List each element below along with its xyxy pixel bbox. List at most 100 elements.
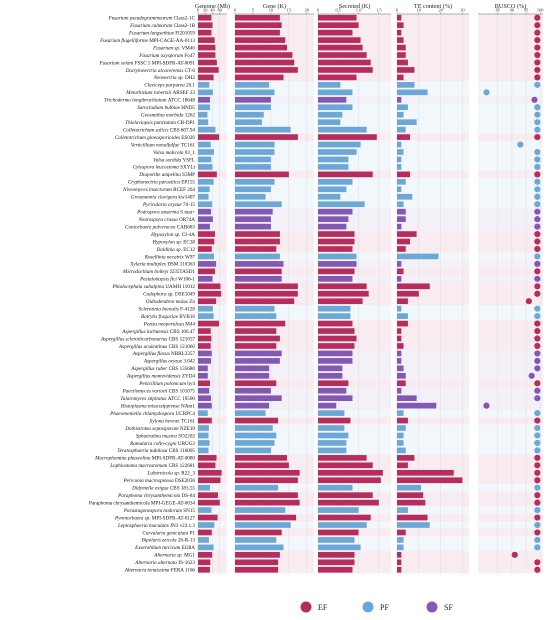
bar-ef [198,552,213,558]
tick-label: 0 [234,8,237,13]
species-epithet: sclerotiicarbonarius [125,336,168,342]
species-label: Talaromyces stipitatus ATCC 10500 [120,396,195,402]
species-genus: Leptosphaeria [117,523,149,529]
bar-sf [397,223,402,230]
row-band [318,163,391,171]
row-band [478,364,543,373]
species-epithet: sp. [178,75,185,81]
species-epithet: oryzae [168,202,183,208]
bar-sf [318,261,357,267]
row-band [478,88,543,97]
row-band [478,297,543,305]
bar-ef [198,246,212,252]
strain-label: CBS 607.94 [170,127,196,133]
bar-sf [235,261,284,267]
species-epithet: sp. [174,45,181,51]
row-band [397,364,469,373]
species-label: Fusarium langsethiae Fl201059 [128,30,195,36]
bar-ef [235,462,289,469]
bar-ef [397,514,428,521]
bar-pf [198,186,210,193]
bar-pf [397,507,408,513]
species-label: Macrophomina phaseolina MPI-SDFR-AT-0080 [94,456,195,462]
bar-pf [397,141,402,148]
bar-ef [235,335,280,342]
bar-sf [318,365,343,372]
bar-pf [198,179,214,185]
strain-label: CBS 116005 [169,448,196,454]
species-genus: Claviceps [144,83,166,89]
species-epithet: robertsii [154,90,173,96]
bar-pf [198,149,214,155]
bar-ef [198,238,215,245]
species-label: Alternaria sp. MG1 [153,553,195,559]
bar-ef [235,529,282,536]
row-band [235,215,314,223]
strain-label: W106-1 [178,277,195,283]
row-band [235,401,314,410]
bar-sf [198,276,213,282]
strain-label: hy4 [187,381,195,387]
tick-label: 0 [317,8,320,13]
point-sf [528,372,535,379]
row-band [478,334,543,343]
row-band [235,185,314,194]
bar-pf [397,522,430,528]
species-label: Lophiostoma macrostomum CBS 122681 [109,463,195,469]
species-label: Paraphoma chrysanthemicola MPI-GEGE-AT-0… [89,500,195,506]
bar-sf [397,208,406,215]
species-genus: Aspergillus [118,344,144,350]
row-band [397,155,469,164]
row-band [397,394,469,402]
species-epithet: flagelliforme [121,37,149,44]
bar-ef [318,335,357,342]
bar-ef [235,417,279,424]
species-label: Fusarium sp. VM40 [152,45,195,51]
point-ef [534,559,541,566]
species-genus: Sarocladium [137,105,164,111]
row-band [397,230,469,238]
species-genus: Fusarium [128,30,150,36]
row-band [397,36,469,44]
point-sf [531,96,538,103]
row-band [397,81,469,89]
species-epithet: malicola [165,150,184,156]
legend-marker-pf [362,601,374,613]
bar-ef [318,552,355,558]
bar-ef [397,417,408,424]
strain-label: CBS 183.55 [170,486,196,492]
bar-sf [397,350,402,357]
row-band [397,342,469,350]
row-band [318,319,391,328]
point-pf [534,313,541,320]
row-band [478,491,543,499]
row-band [397,566,469,574]
bar-sf [235,223,271,230]
bar-ef [318,290,369,297]
bar-sf [318,208,353,215]
panel-1: Genome (Mb)0 20 40 60 [195,3,230,574]
bar-pf [235,149,275,155]
bar-ef [198,290,222,297]
row-band [478,125,543,134]
row-band [478,133,543,141]
row-band [397,379,469,387]
bar-pf [198,89,213,96]
strain-label: NAm1 [181,403,195,409]
point-ef [534,268,541,275]
bar-sf [397,395,417,402]
species-epithet: sp. [168,292,175,298]
row-band [478,207,543,216]
species-genus: Valsa [153,150,165,156]
bar-ef [235,238,280,245]
bar-ef [198,22,213,29]
species-genus: Grosmannia [131,195,158,201]
species-label: Pestalotiopsis fici W106-1 [139,276,195,283]
point-pf [534,178,541,185]
bar-sf [235,365,270,372]
row-band [235,81,314,89]
row-band [478,513,543,522]
row-band [397,319,469,328]
species-label: Fusarium culmorum Class2-1B [129,23,195,29]
bar-ef [318,283,367,290]
